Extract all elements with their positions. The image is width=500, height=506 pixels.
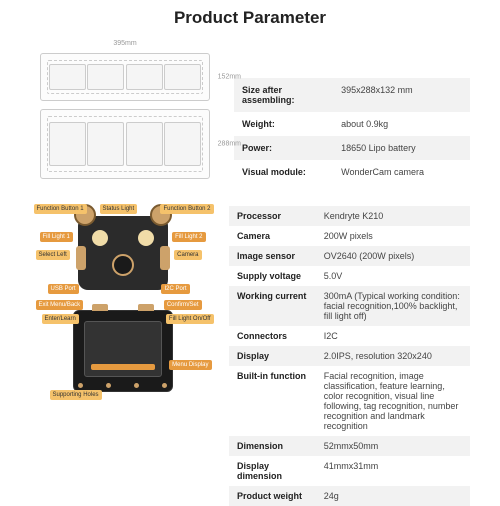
spec-key: Camera <box>229 226 316 246</box>
spec-key: Display dimension <box>229 456 316 486</box>
spec-key: Weight: <box>234 112 333 136</box>
callout-fill1: Fill Light 1 <box>40 232 73 242</box>
spec-key: Visual module: <box>234 160 333 184</box>
table-row: Size after assembling:395x288x132 mm <box>234 78 470 112</box>
table-row: Display dimension41mmx31mm <box>229 456 470 486</box>
spec-value: I2C <box>316 326 470 346</box>
spec-value: 395x288x132 mm <box>333 78 470 112</box>
spec-value: 200W pixels <box>316 226 470 246</box>
spec-lower-table: ProcessorKendryte K210Camera200W pixelsI… <box>229 206 470 506</box>
table-row: Power:18650 Lipo battery <box>234 136 470 160</box>
callout-camera: Camera <box>174 250 201 260</box>
spec-value: OV2640 (200W pixels) <box>316 246 470 266</box>
dim-width-label: 395mm <box>30 40 220 47</box>
spec-lower-block: ProcessorKendryte K210Camera200W pixelsI… <box>229 206 470 506</box>
spec-value: 24g <box>316 486 470 506</box>
camera-device-icon <box>78 216 168 290</box>
callout-enter: Enter/Learn <box>42 314 79 324</box>
camera-module-diagram: Function Button 1 Status Light Function … <box>38 206 208 290</box>
spec-value: Kendryte K210 <box>316 206 470 226</box>
spec-value: 5.0V <box>316 266 470 286</box>
spec-value: 300mA (Typical working condition: facial… <box>316 286 470 326</box>
spec-upper-table: Size after assembling:395x288x132 mmWeig… <box>234 78 470 184</box>
callout-fn-btn1: Function Button 1 <box>34 204 87 214</box>
table-row: Built-in functionFacial recognition, ima… <box>229 366 470 436</box>
spec-value: 18650 Lipo battery <box>333 136 470 160</box>
spec-key: Built-in function <box>229 366 316 436</box>
spec-key: Processor <box>229 206 316 226</box>
product-parameter-page: Product Parameter 395mm 152mm 288mm Size… <box>0 0 500 500</box>
table-row: Camera200W pixels <box>229 226 470 246</box>
front-view-drawing: 288mm <box>40 109 210 179</box>
spec-key: Supply voltage <box>229 266 316 286</box>
callout-fn-btn2: Function Button 2 <box>160 204 213 214</box>
spec-upper-block: Size after assembling:395x288x132 mmWeig… <box>234 78 470 184</box>
table-row: Dimension52mmx50mm <box>229 436 470 456</box>
spec-value: 52mmx50mm <box>316 436 470 456</box>
table-row: Product weight24g <box>229 486 470 506</box>
spec-key: Size after assembling: <box>234 78 333 112</box>
callout-confirm: Confirm/Set <box>164 300 202 310</box>
table-row: Supply voltage5.0V <box>229 266 470 286</box>
spec-key: Image sensor <box>229 246 316 266</box>
dim-height-label: 288mm <box>218 141 241 148</box>
table-row: Display2.0IPS, resolution 320x240 <box>229 346 470 366</box>
spec-key: Connectors <box>229 326 316 346</box>
callout-i2c: I2C Port <box>161 284 189 294</box>
spec-value: Facial recognition, image classification… <box>316 366 470 436</box>
display-module-diagram: Exit Menu/Back Confirm/Set Enter/Learn F… <box>38 304 208 392</box>
spec-key: Display <box>229 346 316 366</box>
table-row: ProcessorKendryte K210 <box>229 206 470 226</box>
table-row: Weight:about 0.9kg <box>234 112 470 136</box>
dim-depth-label: 152mm <box>218 74 241 81</box>
callout-fill2: Fill Light 2 <box>172 232 205 242</box>
page-title: Product Parameter <box>30 8 470 28</box>
display-device-icon <box>73 310 173 392</box>
spec-value: 41mmx31mm <box>316 456 470 486</box>
table-row: Image sensorOV2640 (200W pixels) <box>229 246 470 266</box>
callout-usb: USB Port <box>48 284 79 294</box>
dimension-diagrams: 395mm 152mm 288mm <box>30 38 220 179</box>
table-row: Working current300mA (Typical working co… <box>229 286 470 326</box>
callout-exit: Exit Menu/Back <box>36 300 84 310</box>
spec-key: Product weight <box>229 486 316 506</box>
callout-select-left: Select Left <box>36 250 70 260</box>
spec-value: WonderCam camera <box>333 160 470 184</box>
spec-key: Working current <box>229 286 316 326</box>
table-row: Visual module:WonderCam camera <box>234 160 470 184</box>
top-view-drawing: 152mm <box>40 53 210 101</box>
spec-value: about 0.9kg <box>333 112 470 136</box>
annotated-diagrams: Function Button 1 Status Light Function … <box>30 206 215 392</box>
spec-value: 2.0IPS, resolution 320x240 <box>316 346 470 366</box>
callout-status-light: Status Light <box>100 204 138 214</box>
callout-holes: Supporting Holes <box>50 390 102 400</box>
callout-menu: Menu Display <box>169 360 211 370</box>
table-row: ConnectorsI2C <box>229 326 470 346</box>
callout-fill-onoff: Fill Light On/Off <box>166 314 214 324</box>
spec-key: Power: <box>234 136 333 160</box>
top-section: 395mm 152mm 288mm Size after assembling:… <box>30 38 470 184</box>
spec-key: Dimension <box>229 436 316 456</box>
bottom-section: Function Button 1 Status Light Function … <box>30 206 470 506</box>
